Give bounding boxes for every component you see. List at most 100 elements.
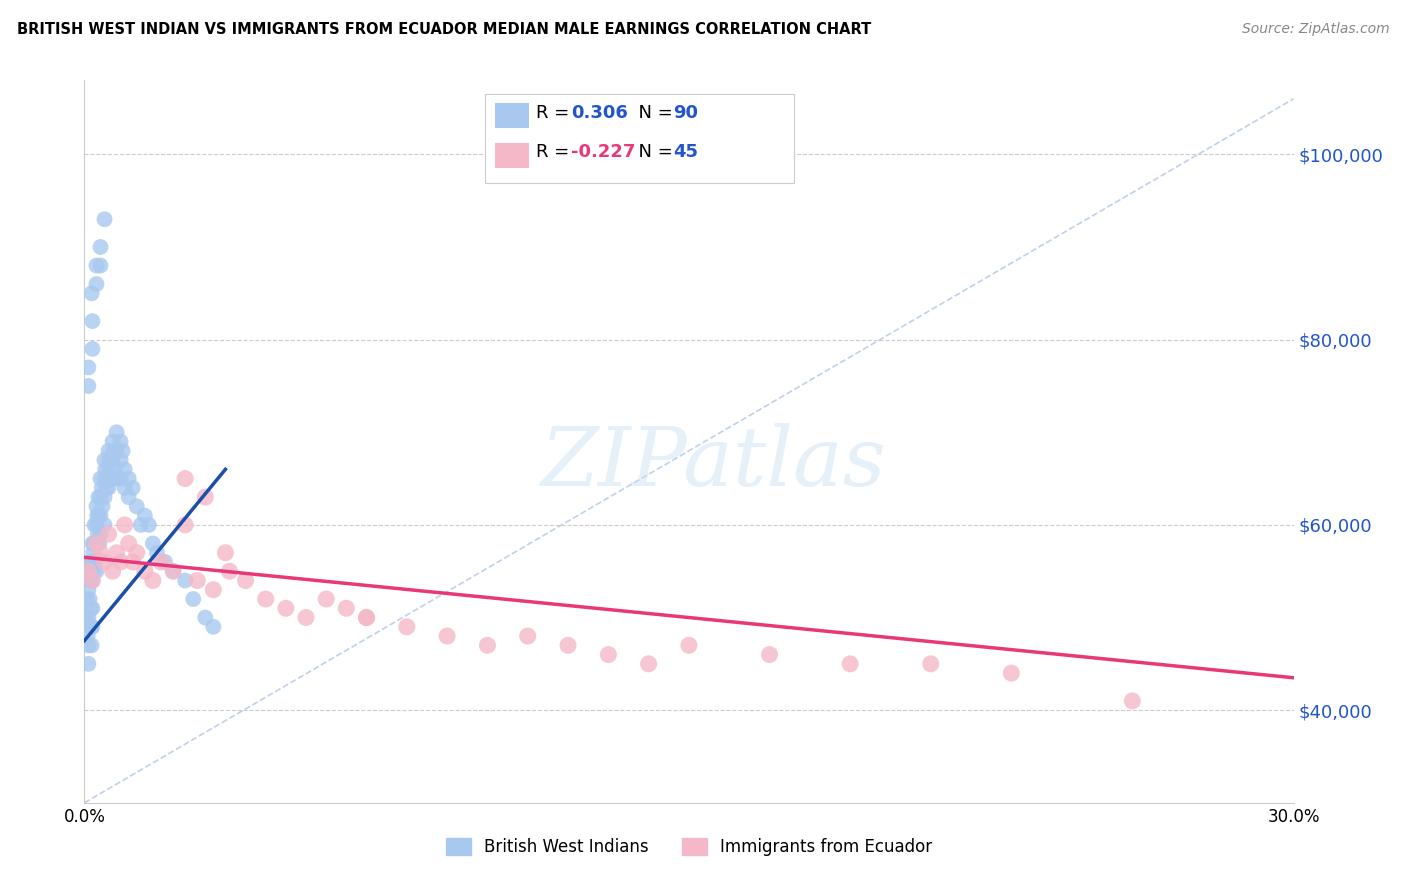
- Point: [86, 564, 108, 578]
- Point: [335, 601, 357, 615]
- Point: [86, 536, 108, 550]
- Point: [91, 500, 114, 514]
- Point: [436, 629, 458, 643]
- Point: [134, 508, 156, 523]
- Point: [94, 462, 117, 476]
- Point: [162, 564, 184, 578]
- Point: [98, 453, 121, 467]
- Point: [110, 453, 132, 467]
- Point: [218, 564, 240, 578]
- Point: [174, 517, 197, 532]
- Point: [274, 601, 297, 615]
- Point: [97, 462, 120, 476]
- Point: [89, 546, 111, 560]
- Point: [637, 657, 659, 671]
- Text: BRITISH WEST INDIAN VS IMMIGRANTS FROM ECUADOR MEDIAN MALE EARNINGS CORRELATION : BRITISH WEST INDIAN VS IMMIGRANTS FROM E…: [17, 22, 872, 37]
- Point: [202, 620, 225, 634]
- Point: [105, 472, 128, 486]
- Point: [86, 508, 108, 523]
- Point: [82, 574, 104, 588]
- Point: [100, 472, 122, 486]
- Point: [118, 490, 141, 504]
- Point: [77, 360, 100, 375]
- Point: [97, 443, 120, 458]
- Point: [174, 472, 197, 486]
- Point: [111, 443, 134, 458]
- Point: [162, 564, 184, 578]
- Point: [110, 434, 132, 449]
- Point: [114, 517, 136, 532]
- Point: [758, 648, 780, 662]
- Point: [79, 574, 101, 588]
- Text: R =: R =: [536, 143, 575, 161]
- Point: [80, 601, 103, 615]
- Point: [104, 462, 127, 476]
- Point: [82, 536, 104, 550]
- Point: [105, 425, 128, 440]
- Point: [129, 517, 152, 532]
- Point: [82, 314, 104, 328]
- Point: [77, 564, 100, 578]
- Point: [82, 342, 104, 356]
- Point: [254, 592, 277, 607]
- Point: [93, 212, 115, 227]
- Point: [82, 601, 104, 615]
- Point: [77, 379, 100, 393]
- Point: [86, 277, 108, 291]
- Point: [356, 610, 378, 624]
- Point: [920, 657, 942, 671]
- Point: [103, 443, 125, 458]
- Point: [89, 240, 111, 254]
- Point: [89, 527, 111, 541]
- Point: [77, 638, 100, 652]
- Point: [174, 574, 197, 588]
- Point: [557, 638, 579, 652]
- Point: [86, 517, 108, 532]
- Point: [80, 638, 103, 652]
- Text: ZIPatlas: ZIPatlas: [540, 423, 886, 503]
- Point: [89, 536, 111, 550]
- Point: [121, 481, 143, 495]
- Point: [101, 434, 124, 449]
- Point: [82, 555, 104, 569]
- Point: [101, 564, 124, 578]
- Point: [146, 546, 169, 560]
- Point: [186, 574, 208, 588]
- Point: [678, 638, 700, 652]
- Point: [93, 555, 115, 569]
- Text: N =: N =: [627, 143, 679, 161]
- Point: [79, 620, 101, 634]
- Point: [86, 536, 108, 550]
- Point: [77, 657, 100, 671]
- Point: [84, 555, 107, 569]
- Point: [134, 564, 156, 578]
- Point: [110, 472, 132, 486]
- Point: [80, 286, 103, 301]
- Point: [77, 582, 100, 597]
- Point: [79, 555, 101, 569]
- Point: [1121, 694, 1143, 708]
- Point: [315, 592, 337, 607]
- Point: [295, 610, 318, 624]
- Point: [101, 453, 124, 467]
- Point: [142, 574, 165, 588]
- Point: [82, 574, 104, 588]
- Point: [105, 443, 128, 458]
- Point: [125, 500, 148, 514]
- Point: [76, 629, 98, 643]
- Point: [89, 508, 111, 523]
- Point: [125, 546, 148, 560]
- Point: [105, 546, 128, 560]
- Point: [114, 481, 136, 495]
- Point: [89, 259, 111, 273]
- Point: [83, 564, 105, 578]
- Point: [181, 592, 204, 607]
- Text: 0.306: 0.306: [571, 104, 627, 122]
- Text: -0.227: -0.227: [571, 143, 636, 161]
- Point: [75, 610, 97, 624]
- Point: [110, 555, 132, 569]
- Point: [101, 472, 124, 486]
- Point: [138, 517, 160, 532]
- Point: [96, 481, 118, 495]
- Point: [142, 536, 165, 550]
